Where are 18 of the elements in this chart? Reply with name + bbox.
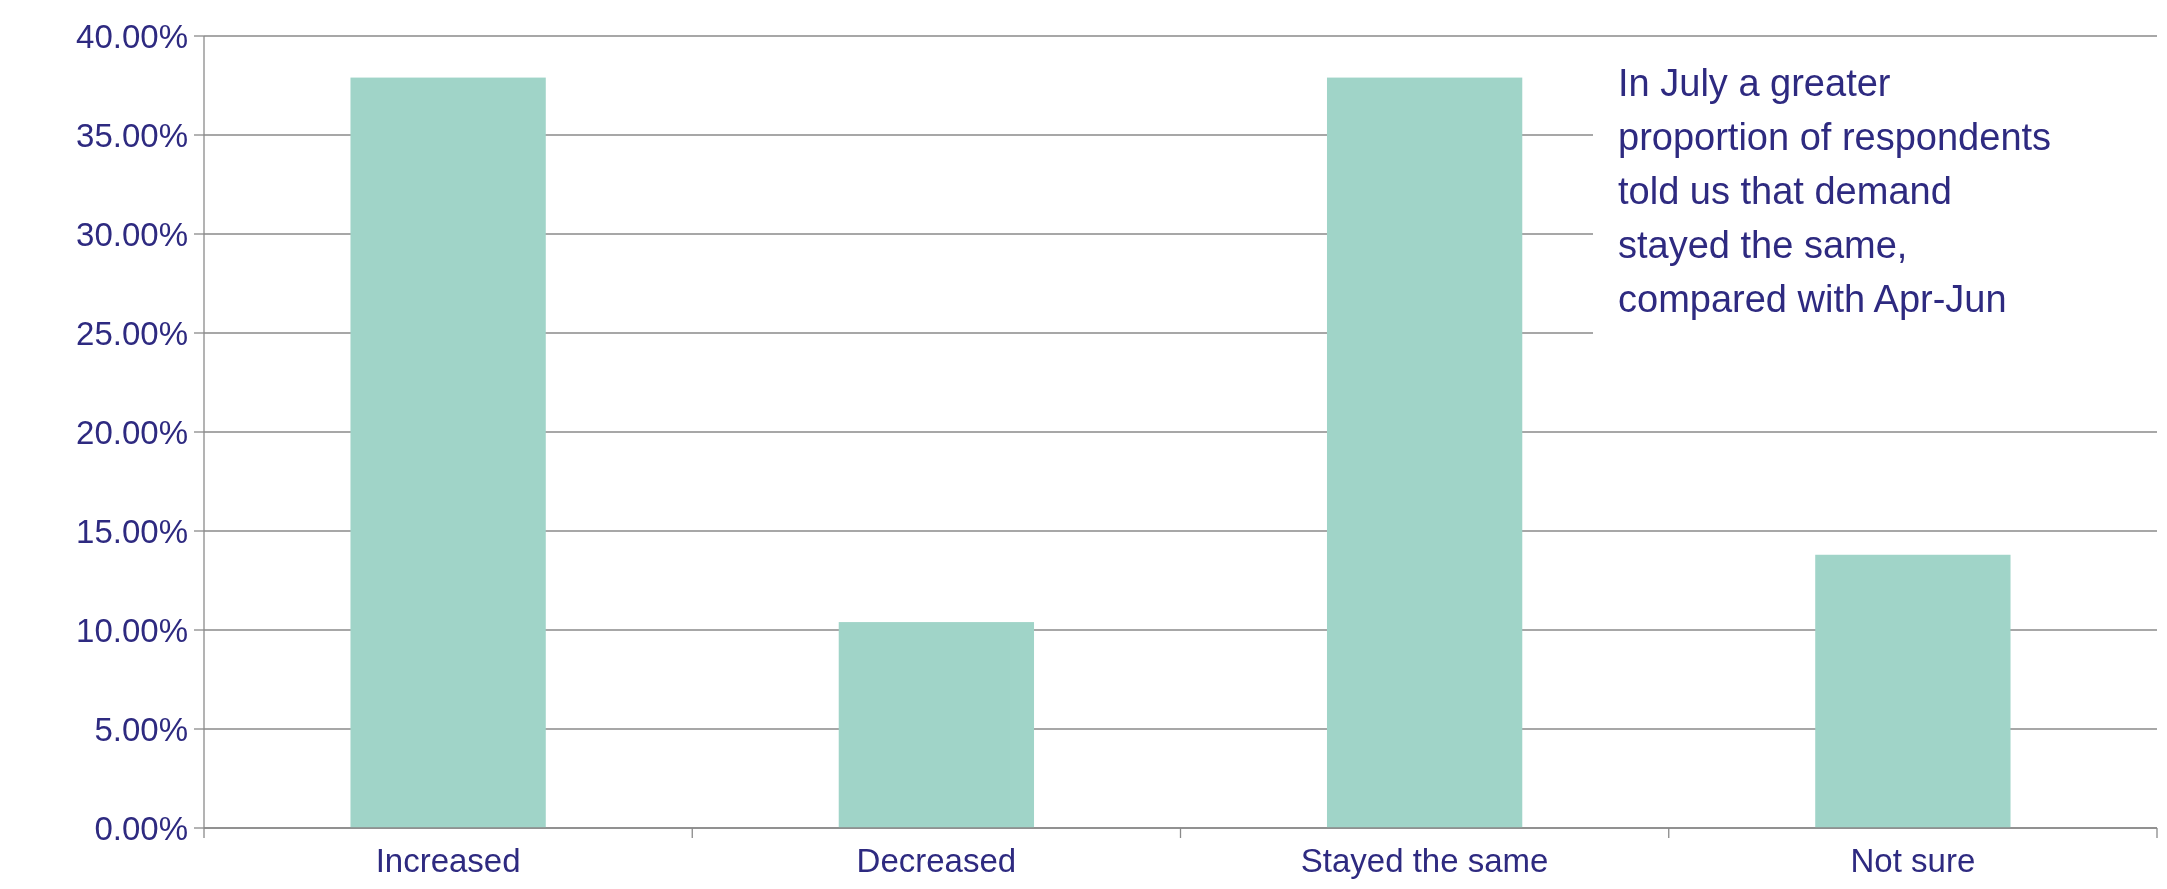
bar	[350, 77, 546, 828]
bar	[838, 622, 1035, 828]
y-tick-label: 40.00%	[76, 17, 188, 55]
y-tick-label: 0.00%	[94, 809, 188, 847]
x-tick-label: Not sure	[1850, 842, 1976, 879]
y-tick-label: 20.00%	[76, 413, 188, 451]
y-tick-label: 30.00%	[76, 215, 188, 253]
y-tick-label: 35.00%	[76, 116, 188, 154]
x-tick-label: Increased	[375, 842, 521, 879]
bar	[1815, 554, 2011, 828]
y-tick-label: 5.00%	[94, 710, 188, 748]
y-tick-label: 10.00%	[76, 611, 188, 649]
y-tick-label: 25.00%	[76, 314, 188, 352]
y-tick-label: 15.00%	[76, 512, 188, 550]
x-tick-label: Decreased	[856, 842, 1017, 879]
bar	[1326, 77, 1523, 828]
annotation: In July a greater proportion of respondents told us that demand stayed the same, compared with Apr-Jun	[1618, 62, 2052, 320]
x-tick-label: Stayed the same	[1300, 842, 1549, 879]
